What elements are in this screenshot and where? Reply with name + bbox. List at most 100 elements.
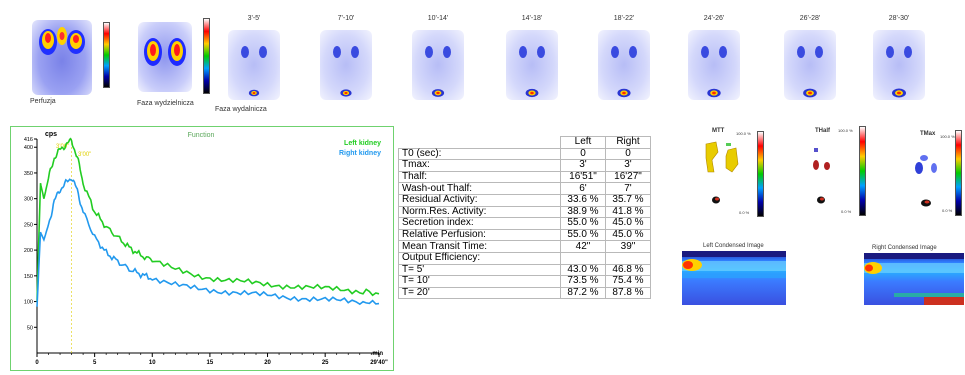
table-row: Mean Transit Time: 42" 39": [398, 240, 651, 253]
param-label: Relative Perfusion:: [398, 228, 561, 242]
thalf-title: THalf: [815, 128, 830, 134]
time-frame-label: 24'-26': [703, 15, 725, 22]
legend-left-kidney: Left kidney: [344, 140, 381, 147]
excretion-scan-1[interactable]: [138, 22, 192, 92]
mtt-map-shapes: [705, 141, 739, 204]
left-kidney-value: 43.0 %: [560, 263, 606, 277]
right-kidney-value: 3': [605, 159, 651, 172]
param-label: T0 (sec):: [398, 147, 561, 161]
table-header-blank: [398, 136, 561, 149]
right-kidney-curve: [36, 178, 380, 307]
table-row: Relative Perfusion: 55.0 % 45.0 %: [398, 228, 651, 242]
left-kidney-value: 87.2 %: [560, 286, 606, 300]
right-kidney-value: 41.8 %: [605, 205, 651, 219]
time-frame-scan[interactable]: [784, 30, 836, 100]
x-tick-label: 15: [207, 360, 214, 366]
time-frame-hotspots: [333, 46, 359, 97]
right-condensed-image[interactable]: [864, 253, 964, 305]
right-kidney-value: 46.8 %: [605, 263, 651, 277]
time-frame-hotspots: [701, 46, 727, 98]
right-condensed-title: Right Condensed Image: [872, 245, 937, 251]
table-body: T0 (sec): 0 0 Tmax: 3' 3' Thalf: 16'51" 16'27" Wa…: [398, 147, 651, 300]
x-tick-label: 25: [322, 360, 329, 366]
y-tick-label: 100: [24, 300, 33, 306]
left-kidney-value: 33.6 %: [560, 193, 606, 207]
annotation-right-tmax: 3'00": [78, 152, 91, 158]
x-tick-label: 10: [149, 360, 156, 366]
left-kidney-value: 38.9 %: [560, 205, 606, 219]
legend-right-kidney: Right kidney: [339, 150, 381, 157]
left-kidney-value: 55.0 %: [560, 228, 606, 242]
left-kidney-value: 55.0 %: [560, 217, 606, 230]
table-row: Norm.Res. Activity: 38.9 % 41.8 %: [398, 205, 651, 219]
right-kidney-value: 45.0 %: [605, 217, 651, 230]
right-kidney-value: 87.8 %: [605, 286, 651, 300]
perfusion-colorbar: [103, 22, 110, 88]
time-frame-scan[interactable]: [506, 30, 558, 100]
param-label: Wash-out Thalf:: [398, 182, 561, 195]
tmax-scale-top: 100.0 %: [940, 134, 955, 139]
time-frame-label: 7'-10': [337, 15, 355, 22]
tmax-map[interactable]: [900, 138, 945, 213]
table-header-right: Right: [605, 136, 651, 149]
time-frame-scan[interactable]: [412, 30, 464, 100]
param-label: Residual Activity:: [398, 193, 561, 207]
thalf-scale-top: 100.0 %: [838, 128, 853, 133]
left-kidney-value: 42": [560, 240, 606, 253]
time-frame-label: 10'-14': [427, 15, 449, 22]
y-tick-label: 250: [24, 222, 33, 228]
thalf-map-shapes: [813, 148, 830, 204]
table-row: T= 20' 87.2 % 87.8 %: [398, 286, 651, 300]
right-kidney-value: 7': [605, 182, 651, 195]
left-kidney-value: 6': [560, 182, 606, 195]
right-kidney-value: 75.4 %: [605, 275, 651, 288]
tmax-title: TMax: [920, 131, 936, 137]
thalf-map[interactable]: [810, 138, 850, 213]
left-condensed-pattern: [682, 251, 786, 278]
mtt-title: MTT: [712, 128, 725, 134]
right-kidney-value: 0: [605, 147, 651, 161]
table-row: T= 10' 73.5 % 75.4 %: [398, 275, 651, 288]
left-condensed-image[interactable]: [682, 251, 786, 305]
table-header-row: Left Right: [398, 136, 651, 149]
mtt-scale-bottom: 0.0 %: [739, 210, 750, 215]
y-tick-label: 416: [24, 137, 33, 143]
time-frame-hotspots: [797, 46, 823, 98]
renogram-plot: Function cps min Left kidney Right kidne…: [24, 131, 388, 366]
table-row: Secretion index: 55.0 % 45.0 %: [398, 217, 651, 230]
right-kidney-value: 35.7 %: [605, 193, 651, 207]
left-kidney-value: 3': [560, 159, 606, 172]
time-frame-scan[interactable]: [228, 30, 280, 100]
y-tick-label: 50: [27, 325, 33, 331]
time-frame-scan[interactable]: [873, 30, 925, 100]
perfusion-hotspots: [39, 27, 85, 55]
x-tick-label: 5: [93, 360, 97, 366]
param-label: T= 20': [398, 286, 561, 300]
right-kidney-value: 16'27": [605, 170, 651, 184]
x-tick-label: 0: [35, 360, 39, 366]
tmax-colorbar: [955, 130, 962, 216]
left-kidney-value: 0: [560, 147, 606, 161]
y-tick-label: 350: [24, 171, 33, 177]
time-frame-label: 26'-28': [799, 15, 821, 22]
time-frame-hotspots: [425, 46, 451, 97]
x-tick-label: 29'40": [370, 360, 388, 366]
left-kidney-value: [560, 251, 606, 265]
time-frame-scan[interactable]: [598, 30, 650, 100]
table-header-left: Left: [560, 136, 606, 149]
perfusion-label: Perfuzja: [30, 98, 56, 105]
mtt-map[interactable]: [700, 138, 745, 213]
tmax-scale-bottom: 0.0 %: [942, 208, 953, 213]
y-tick-label: 400: [24, 145, 33, 151]
y-axis-label: cps: [45, 131, 57, 138]
time-frame-hotspots: [241, 46, 267, 97]
time-frame-scan[interactable]: [320, 30, 372, 100]
time-frame-hotspots: [886, 46, 912, 98]
chart-title: Function: [188, 132, 215, 139]
perfusion-scan[interactable]: [32, 20, 92, 95]
param-label: Thalf:: [398, 170, 561, 184]
thalf-scale-bottom: 0.0 %: [841, 209, 852, 214]
table-row: Output Efficiency:: [398, 251, 651, 265]
time-frame-scan[interactable]: [688, 30, 740, 100]
table-row: T= 5' 43.0 % 46.8 %: [398, 263, 651, 277]
